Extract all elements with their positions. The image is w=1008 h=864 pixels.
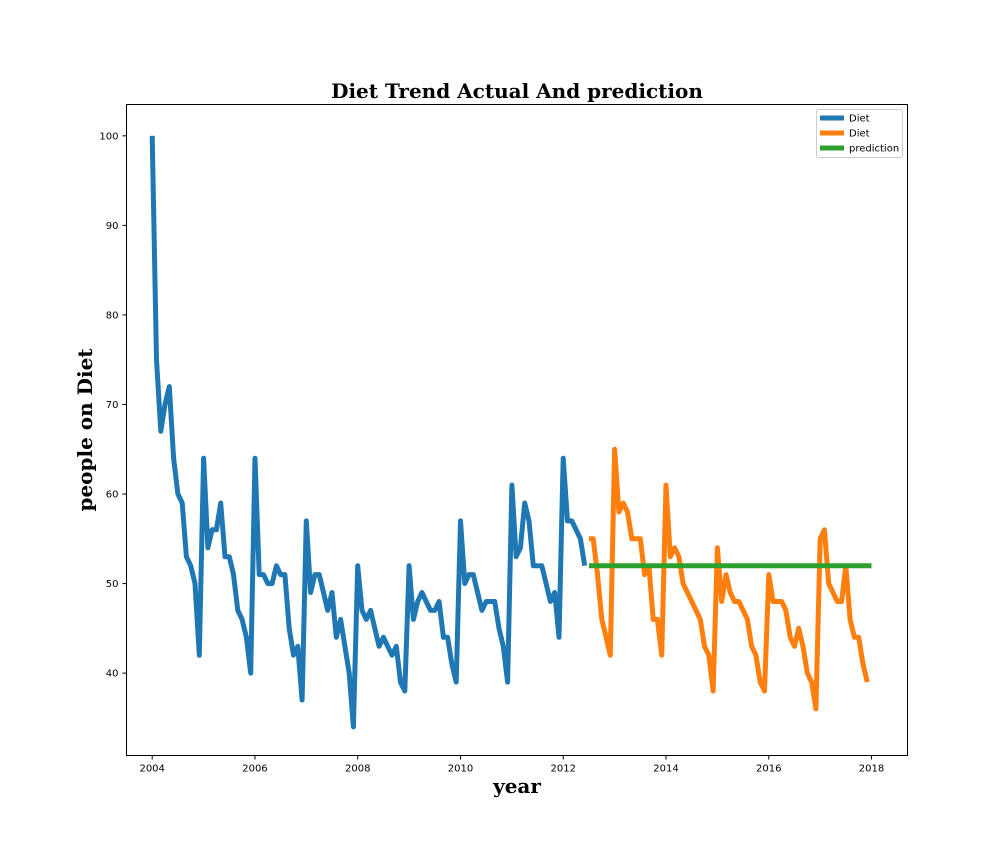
plot-area-frame bbox=[126, 104, 908, 756]
legend-label: Diet bbox=[849, 114, 870, 125]
legend-label: prediction bbox=[849, 144, 899, 155]
y-axis: 40 50 60 70 80 90 100 bbox=[99, 131, 127, 680]
x-tick-label: 2006 bbox=[242, 764, 267, 775]
x-tick-label: 2004 bbox=[139, 764, 164, 775]
chart-title: Diet Trend Actual And prediction bbox=[331, 79, 703, 103]
y-tick-label: 50 bbox=[106, 579, 119, 590]
x-tick-label: 2012 bbox=[551, 764, 576, 775]
x-axis-label: year bbox=[492, 774, 541, 798]
x-tick-label: 2016 bbox=[756, 764, 781, 775]
x-tick-label: 2018 bbox=[859, 764, 884, 775]
y-tick-label: 40 bbox=[106, 669, 119, 680]
legend: Diet Diet prediction bbox=[816, 109, 903, 158]
series-lines bbox=[149, 135, 872, 730]
x-tick-label: 2014 bbox=[653, 764, 678, 775]
y-tick-label: 100 bbox=[99, 131, 118, 142]
y-axis-label: people on Diet bbox=[73, 348, 97, 512]
legend-label: Diet bbox=[849, 129, 870, 140]
x-tick-label: 2010 bbox=[448, 764, 473, 775]
y-tick-label: 90 bbox=[106, 221, 119, 232]
series-line-diet-1 bbox=[588, 446, 870, 712]
y-tick-label: 80 bbox=[106, 310, 119, 321]
y-tick-label: 70 bbox=[106, 400, 119, 411]
x-axis: 2004 2006 2008 2010 2012 2014 2016 2018 bbox=[139, 755, 884, 775]
y-tick-label: 60 bbox=[106, 490, 119, 501]
series-line-diet-0 bbox=[149, 135, 588, 730]
x-tick-label: 2008 bbox=[345, 764, 370, 775]
